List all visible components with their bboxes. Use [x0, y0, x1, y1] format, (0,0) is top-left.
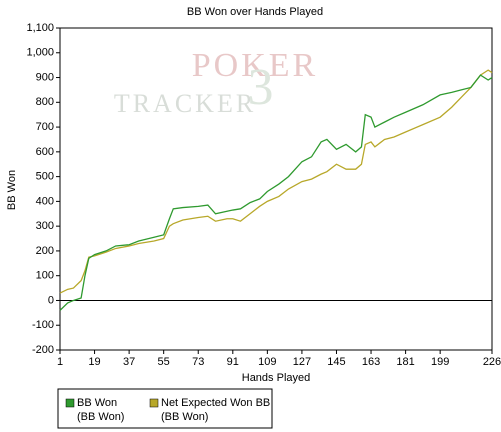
x-tick-label: 145 — [327, 356, 345, 368]
legend-swatch — [149, 398, 159, 408]
y-tick-label: 1,000 — [26, 47, 54, 59]
legend-box — [57, 388, 273, 429]
chart-title: BB Won over Hands Played — [187, 6, 323, 18]
legend-label: Net Expected Won BB — [161, 397, 270, 409]
x-tick-label: 226 — [483, 356, 501, 368]
x-tick-label: 37 — [123, 356, 135, 368]
x-tick-label: 19 — [88, 356, 100, 368]
x-tick-label: 127 — [293, 356, 311, 368]
y-tick-label: 900 — [36, 71, 54, 83]
y-tick-label: 300 — [36, 220, 54, 232]
legend-unit: (BB Won) — [77, 411, 124, 423]
x-tick-label: 109 — [258, 356, 276, 368]
watermark: TRACKER — [114, 89, 256, 118]
y-tick-label: 200 — [36, 245, 54, 257]
x-tick-label: 91 — [227, 356, 239, 368]
plot-area — [59, 27, 493, 351]
y-tick-label: 400 — [36, 195, 54, 207]
watermark: 3 — [248, 59, 277, 116]
x-tick-label: 73 — [192, 356, 204, 368]
watermark: POKER — [192, 47, 318, 84]
x-tick-label: 199 — [431, 356, 449, 368]
y-tick-label: 800 — [36, 96, 54, 108]
y-tick-label: -100 — [32, 319, 54, 331]
x-axis-label: Hands Played — [242, 372, 311, 384]
y-tick-label: 600 — [36, 146, 54, 158]
legend-label: BB Won — [77, 397, 117, 409]
y-tick-label: 700 — [36, 121, 54, 133]
y-tick-label: -200 — [32, 344, 54, 356]
legend-swatch — [65, 398, 75, 408]
legend: BB Won (BB Won) Net Expected Won BB (BB Won… — [57, 388, 273, 429]
series-line — [59, 69, 493, 294]
x-tick-label: 181 — [396, 356, 414, 368]
x-tick-label: 1 — [57, 356, 63, 368]
legend-unit: (BB Won) — [161, 411, 208, 423]
series-line — [59, 74, 493, 311]
y-tick-label: 500 — [36, 171, 54, 183]
y-tick-label: 0 — [48, 294, 54, 306]
x-tick-label: 163 — [362, 356, 380, 368]
y-axis-label: BB Won — [6, 170, 18, 210]
y-tick-label: 1,100 — [26, 22, 54, 34]
x-tick-label: 55 — [158, 356, 170, 368]
y-tick-label: 100 — [36, 270, 54, 282]
